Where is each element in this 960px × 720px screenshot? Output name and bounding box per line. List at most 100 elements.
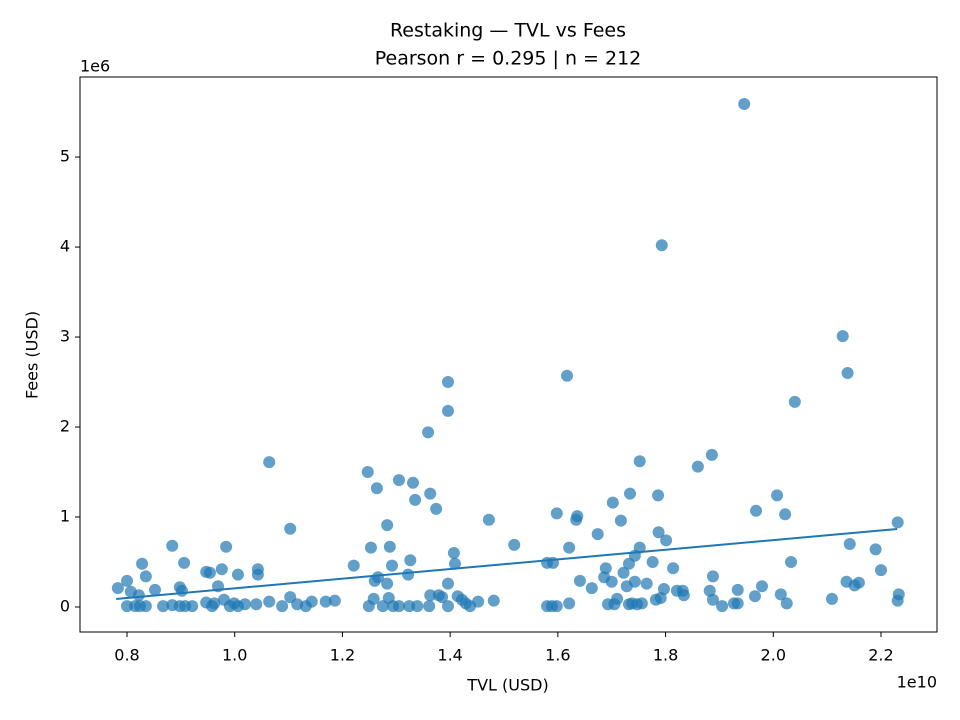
point: [731, 583, 744, 596]
point: [585, 582, 598, 595]
point: [841, 367, 854, 380]
point: [843, 537, 856, 550]
point: [441, 577, 454, 590]
point: [677, 589, 690, 602]
point: [251, 563, 264, 576]
point: [203, 566, 216, 579]
point: [785, 555, 798, 568]
point: [706, 593, 719, 606]
point: [263, 456, 276, 469]
y-offset-label: 1e6: [80, 57, 110, 76]
point: [238, 598, 251, 611]
point: [448, 557, 461, 570]
point: [667, 562, 680, 575]
y-axis-label: Fees (USD): [23, 311, 42, 399]
x-tick-label: 1.6: [545, 646, 570, 665]
point: [328, 594, 341, 607]
point: [779, 508, 792, 521]
point: [633, 541, 646, 554]
point: [423, 600, 436, 613]
y-tick-label: 5: [60, 147, 70, 166]
point: [424, 487, 437, 500]
point: [402, 568, 415, 581]
point: [441, 376, 454, 389]
point: [208, 597, 221, 610]
point: [652, 489, 665, 502]
point: [852, 576, 865, 589]
point: [660, 534, 673, 547]
point: [755, 580, 768, 593]
point: [447, 546, 460, 559]
point: [573, 574, 586, 587]
point: [654, 591, 667, 604]
point: [404, 554, 417, 567]
point: [121, 574, 134, 587]
x-tick-label: 1.4: [437, 646, 462, 665]
point: [133, 600, 146, 613]
point: [550, 507, 563, 520]
y-tick-label: 0: [60, 596, 70, 615]
fit-line: [116, 527, 898, 600]
point: [691, 460, 704, 473]
point: [652, 526, 665, 539]
point: [836, 330, 849, 343]
point: [706, 570, 719, 583]
point: [633, 455, 646, 468]
point: [624, 487, 637, 500]
x-tick-label: 1.2: [330, 646, 355, 665]
point: [472, 595, 485, 608]
point: [364, 541, 377, 554]
point: [771, 489, 784, 502]
point: [891, 516, 904, 529]
y-tick-label: 1: [60, 507, 70, 526]
point: [750, 504, 763, 517]
chart-title: Restaking — TVL vs Fees: [390, 20, 626, 42]
point: [614, 514, 627, 527]
point: [430, 502, 443, 515]
point: [487, 594, 500, 607]
point: [599, 562, 612, 575]
point: [139, 570, 152, 583]
point: [563, 541, 576, 554]
y-tick-label: 2: [60, 417, 70, 436]
point: [441, 404, 454, 417]
point: [406, 476, 419, 489]
point: [215, 563, 228, 576]
point: [874, 564, 887, 577]
point: [422, 426, 435, 439]
point: [157, 600, 170, 613]
x-axis-label: TVL (USD): [466, 676, 548, 695]
point: [381, 577, 394, 590]
point: [111, 582, 124, 595]
point: [392, 600, 405, 613]
point: [774, 588, 787, 601]
x-tick-label: 1.0: [222, 646, 247, 665]
point: [563, 597, 576, 610]
point: [381, 519, 394, 532]
point: [284, 522, 297, 535]
point: [550, 600, 563, 613]
point: [392, 474, 405, 487]
point: [166, 539, 179, 552]
point: [132, 589, 145, 602]
point: [319, 595, 332, 608]
point: [508, 538, 521, 551]
point: [703, 584, 716, 597]
point: [738, 97, 751, 110]
point: [361, 466, 374, 479]
x-tick-label: 1.8: [653, 646, 678, 665]
point: [276, 600, 289, 613]
point: [611, 592, 624, 605]
point: [305, 595, 318, 608]
point: [383, 540, 396, 553]
point: [635, 597, 648, 610]
point: [646, 555, 659, 568]
point: [409, 493, 422, 506]
point: [561, 369, 574, 382]
point: [441, 600, 454, 613]
point: [424, 589, 437, 602]
point: [411, 600, 424, 613]
point: [250, 598, 263, 611]
point: [231, 568, 244, 581]
